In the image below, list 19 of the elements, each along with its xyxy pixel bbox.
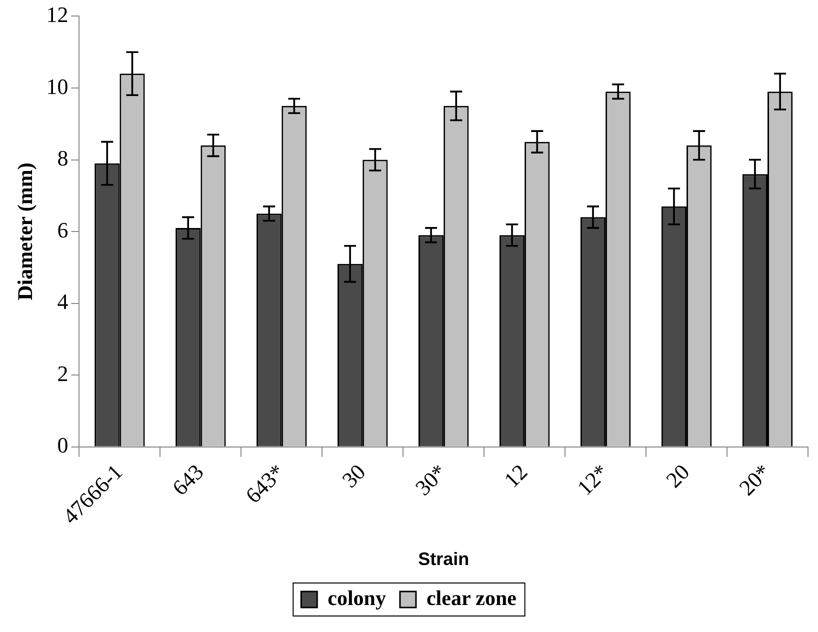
x-tick-label: 20 <box>660 459 694 492</box>
x-tick-label: 30* <box>410 459 452 500</box>
x-axis-title: Strain <box>418 549 470 570</box>
y-tick-label: 6 <box>57 217 68 242</box>
x-tick-label: 643* <box>240 459 290 508</box>
x-tick-label: 12* <box>572 459 614 500</box>
x-tick-label: 12 <box>498 459 532 492</box>
y-axis-title: Diameter (mm) <box>13 162 38 300</box>
x-tick-label: 643 <box>167 459 208 500</box>
legend-label: clear zone <box>426 586 516 610</box>
x-tick-label: 20* <box>734 459 776 500</box>
y-tick-label: 2 <box>57 360 68 386</box>
y-tick-label: 10 <box>46 74 68 99</box>
x-tick-label: 30 <box>337 459 370 492</box>
legend-label: colony <box>328 586 386 610</box>
y-tick-label: 12 <box>46 2 68 27</box>
y-tick-label: 4 <box>57 289 68 314</box>
y-tick-label: 8 <box>57 146 68 171</box>
y-tick-label: 0 <box>57 432 68 458</box>
